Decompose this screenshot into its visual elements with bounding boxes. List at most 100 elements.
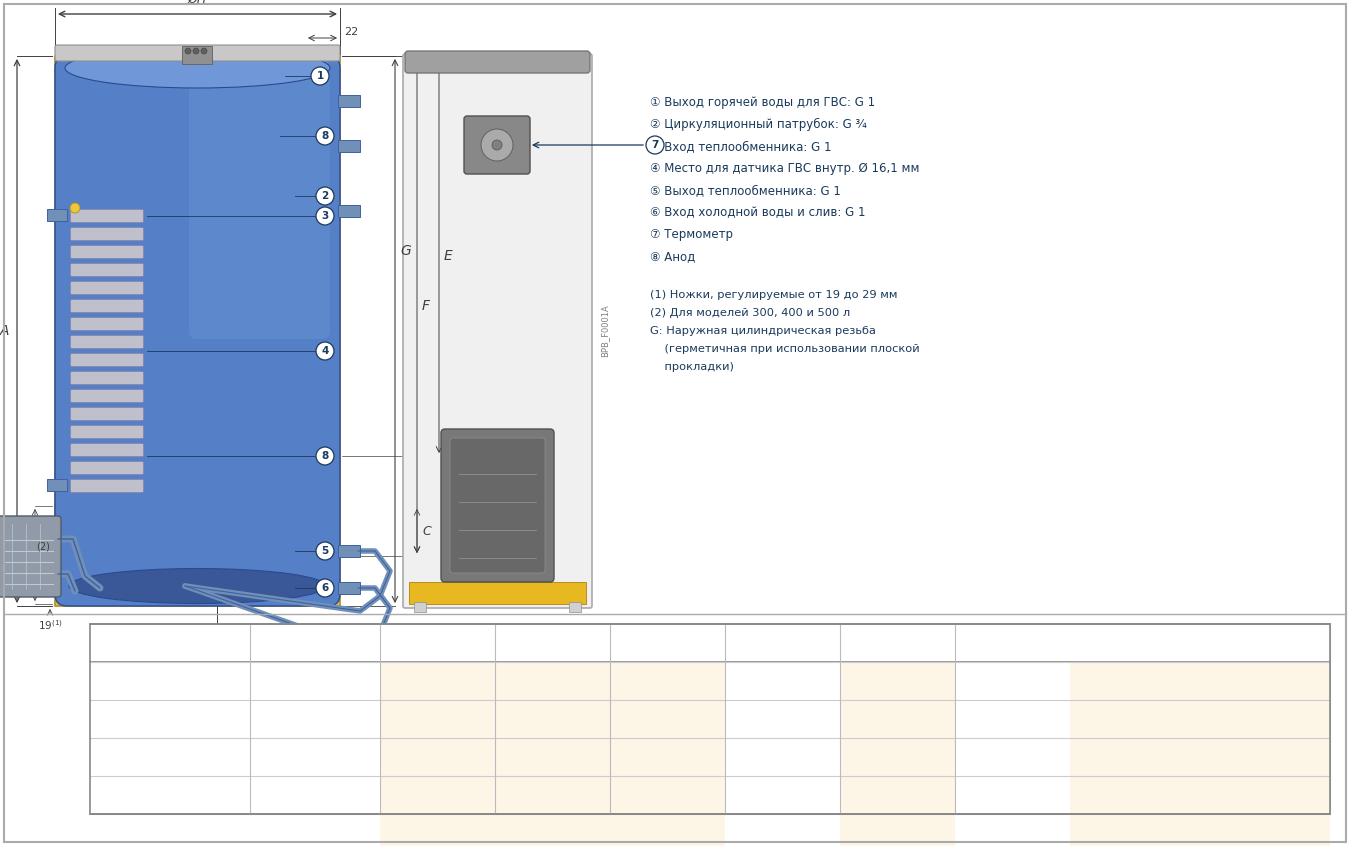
Text: 1: 1 [316, 71, 324, 81]
Text: 692: 692 [769, 674, 795, 688]
Text: 2: 2 [321, 191, 328, 201]
Text: (2) Для моделей 300, 400 и 500 л: (2) Для моделей 300, 400 и 500 л [649, 308, 850, 318]
Bar [250, 776, 379, 814]
Circle shape [481, 129, 513, 161]
Text: 1760: 1760 [297, 826, 332, 840]
Text: 1152: 1152 [649, 826, 684, 840]
Text: 282: 282 [539, 674, 566, 688]
Circle shape [316, 447, 333, 465]
Text: BPB 300: BPB 300 [140, 750, 200, 764]
Bar [250, 662, 379, 700]
Bar [47, 209, 68, 221]
Bar [409, 582, 586, 604]
Text: 8: 8 [321, 131, 328, 141]
Text: 70: 70 [429, 674, 447, 688]
Text: B: B [212, 628, 221, 642]
Text: 1634: 1634 [880, 750, 915, 764]
Bar [250, 814, 379, 846]
Circle shape [316, 579, 333, 597]
Text: 964: 964 [302, 674, 328, 688]
Bar [90, 776, 250, 814]
Circle shape [647, 136, 664, 154]
FancyBboxPatch shape [55, 45, 340, 61]
Text: 71: 71 [429, 826, 447, 840]
Text: 4: 4 [321, 346, 328, 356]
Bar [90, 738, 250, 776]
Text: G: G [400, 244, 410, 258]
FancyBboxPatch shape [70, 228, 143, 240]
Text: A: A [0, 324, 9, 338]
Circle shape [310, 67, 329, 85]
Circle shape [316, 127, 333, 145]
Text: BPB 400: BPB 400 [140, 788, 200, 802]
Circle shape [201, 48, 207, 54]
FancyBboxPatch shape [70, 462, 143, 475]
Bar [725, 776, 840, 814]
Text: ② Циркуляционный патрубок: G ¾: ② Циркуляционный патрубок: G ¾ [649, 118, 867, 131]
Text: ⑧ Анод: ⑧ Анод [649, 250, 695, 263]
Bar [338, 140, 360, 152]
FancyBboxPatch shape [70, 389, 143, 403]
Bar [338, 205, 360, 217]
Text: C: C [423, 525, 431, 537]
Text: 1262: 1262 [765, 750, 801, 764]
Bar [90, 776, 1330, 814]
Circle shape [193, 48, 198, 54]
FancyBboxPatch shape [404, 54, 593, 608]
Circle shape [491, 140, 502, 150]
Bar [90, 700, 250, 738]
Text: BPB 150: BPB 150 [140, 674, 200, 688]
Bar [90, 624, 1330, 814]
Text: 810: 810 [999, 826, 1026, 840]
Text: (1) Ножки, регулируемые от 19 до 29 мм: (1) Ножки, регулируемые от 19 до 29 мм [649, 290, 898, 300]
FancyBboxPatch shape [405, 51, 590, 73]
Circle shape [70, 203, 80, 213]
Bar [954, 776, 1071, 814]
Text: BPB 200: BPB 200 [140, 712, 200, 726]
Text: G: Наружная цилиндрическая резьба: G: Наружная цилиндрическая резьба [649, 326, 876, 336]
FancyBboxPatch shape [70, 299, 143, 312]
FancyBboxPatch shape [70, 210, 143, 222]
Text: 1348: 1348 [765, 826, 801, 840]
Text: 612: 612 [655, 674, 680, 688]
Text: 972: 972 [655, 788, 680, 802]
Bar [725, 738, 840, 776]
FancyBboxPatch shape [70, 443, 143, 457]
FancyBboxPatch shape [70, 480, 143, 492]
FancyBboxPatch shape [70, 282, 143, 294]
Text: 70: 70 [429, 750, 447, 764]
Text: ⑦ Термометр: ⑦ Термометр [649, 228, 733, 241]
Text: 760: 760 [999, 788, 1026, 802]
Bar [90, 662, 1330, 700]
Text: 282: 282 [539, 788, 566, 802]
Bar [338, 545, 360, 557]
FancyBboxPatch shape [464, 116, 531, 174]
Bar [47, 479, 68, 491]
Text: ØH: ØH [188, 0, 207, 6]
Text: 910: 910 [769, 712, 795, 726]
Bar [725, 700, 840, 738]
Bar [65, 66, 329, 596]
Bar [90, 814, 1330, 846]
Text: 70: 70 [429, 712, 447, 726]
FancyBboxPatch shape [0, 516, 61, 597]
Circle shape [316, 342, 333, 360]
Bar [954, 662, 1071, 700]
Text: (герметичная при использовании плоской: (герметичная при использовании плоской [649, 344, 919, 354]
Text: 283: 283 [539, 826, 566, 840]
Text: 282: 282 [539, 750, 566, 764]
Bar [338, 582, 360, 594]
FancyBboxPatch shape [70, 245, 143, 259]
Text: 972: 972 [655, 750, 680, 764]
Bar [338, 95, 360, 107]
Bar [90, 624, 1330, 662]
Text: (2): (2) [36, 541, 50, 551]
FancyBboxPatch shape [70, 371, 143, 384]
Bar [568, 602, 580, 612]
Bar [250, 738, 379, 776]
Text: 66: 66 [429, 788, 447, 802]
Text: 1642: 1642 [297, 788, 332, 802]
Ellipse shape [65, 48, 329, 88]
FancyBboxPatch shape [70, 263, 143, 277]
Text: A: A [309, 635, 321, 651]
